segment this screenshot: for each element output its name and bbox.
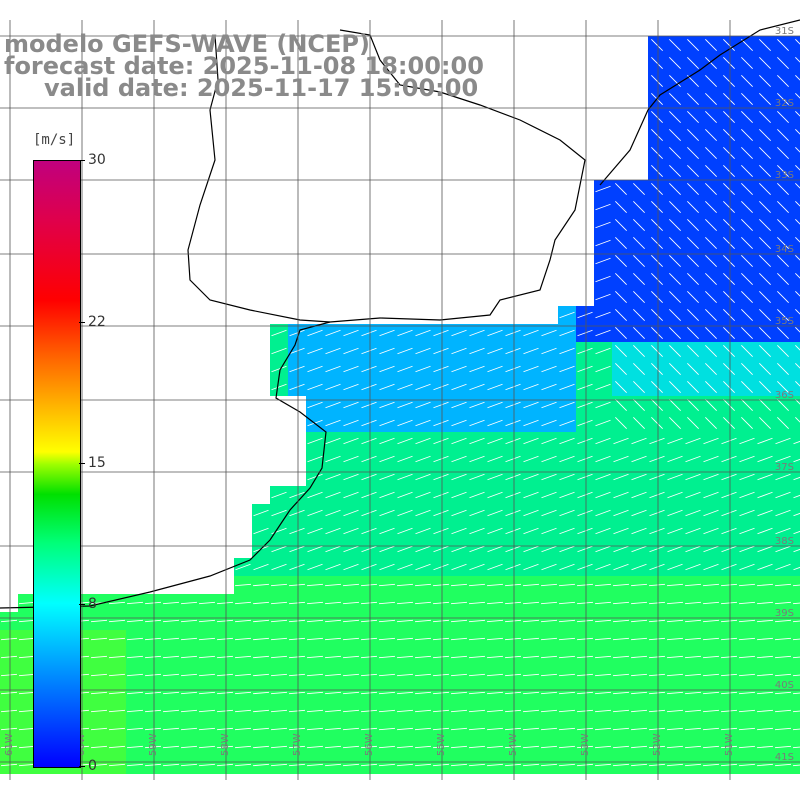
lat-label: 32S [775, 98, 794, 109]
lon-label: 55W [436, 733, 447, 756]
colorbar-tick-mark [79, 766, 85, 767]
lat-label: 35S [775, 316, 794, 327]
colorbar-tick-label: 22 [88, 313, 106, 330]
longitude-labels: 61W 60W 59W 58W 57W 56W 55W 54W 53W 52W 51W [4, 733, 735, 756]
lat-label: 37S [775, 462, 794, 473]
lat-label: 36S [775, 390, 794, 401]
wind-arrows [0, 39, 800, 767]
lon-label: 57W [292, 733, 303, 756]
title-forecast-date: forecast date: 2025-11-08 18:00:00 [4, 52, 484, 80]
coastline-east [599, 19, 800, 186]
lat-label: 39S [775, 608, 794, 619]
colorbar-tick-label: 15 [88, 455, 106, 471]
coastline [0, 29, 586, 609]
title-model: modelo GEFS-WAVE (NCEP) [4, 30, 370, 58]
colorbar-tick-mark [79, 604, 85, 606]
title-valid-date: valid date: 2025-11-17 15:00:00 [44, 74, 479, 102]
lon-label: 52W [652, 733, 663, 756]
lon-label: 61W [4, 733, 15, 756]
lon-label: 51W [724, 733, 735, 756]
lon-label: 60W [76, 733, 87, 756]
lon-label: 59W [148, 733, 159, 756]
lat-label: 33S [775, 170, 794, 181]
colorbar-tick-label: 0 [88, 758, 97, 774]
colorbar-tick-mark [79, 463, 85, 464]
lat-label: 31S [775, 26, 794, 37]
lat-label: 41S [775, 752, 794, 763]
coastline-inner [187, 34, 331, 323]
colorbar-unit: [m/s] [33, 132, 76, 148]
latitude-labels: 31S 32S 33S 34S 35S 36S 37S 38S 39S 40S 41S [775, 26, 794, 763]
lat-lon-grid [0, 20, 800, 780]
colorbar-tick-label: 30 [88, 152, 106, 168]
colorbar-tick-mark [79, 321, 85, 323]
lat-label: 40S [775, 680, 794, 691]
colorbar-tick-mark [79, 160, 85, 161]
lon-label: 53W [580, 733, 591, 756]
colorbar [33, 160, 81, 768]
lon-label: 54W [508, 733, 519, 756]
colorbar-tick-label: 8 [88, 596, 97, 613]
lat-label: 38S [775, 536, 794, 547]
lon-label: 56W [364, 733, 375, 756]
lon-label: 58W [220, 733, 231, 756]
lat-label: 34S [775, 244, 794, 255]
